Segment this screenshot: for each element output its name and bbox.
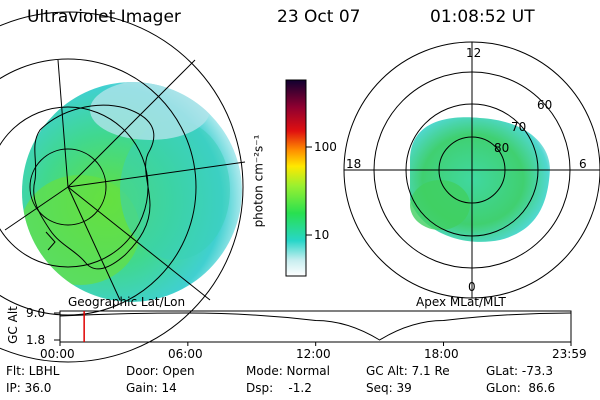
altitude-strip (54, 310, 572, 346)
right-map-caption: Apex MLat/MLT (416, 295, 506, 309)
strip-xtick-1200: 12:00 (296, 347, 331, 361)
info-door: Door: Open (126, 364, 195, 378)
colorbar (285, 79, 312, 277)
colorbar-tick-100: 100 (314, 140, 337, 154)
info-seq: Seq: 39 (366, 381, 412, 395)
date-label: 23 Oct 07 (277, 7, 361, 27)
info-gain: Gain: 14 (126, 381, 177, 395)
colorbar-tick-10: 10 (314, 228, 330, 242)
strip-xtick-2359: 23:59 (552, 347, 587, 361)
info-glon: GLon: 86.6 (486, 381, 556, 395)
magnetic-map (343, 41, 600, 299)
mlat-label-70: 70 (511, 120, 527, 134)
strip-xtick-1800: 18:00 (424, 347, 459, 361)
strip-xtick-0600: 06:00 (168, 347, 203, 361)
mlt-label-6: 6 (579, 157, 587, 171)
info-ip: IP: 36.0 (6, 381, 52, 395)
geographic-map (0, 11, 246, 363)
info-dsp: Dsp: -1.2 (246, 381, 312, 395)
mlat-label-80: 80 (494, 141, 510, 155)
strip-ytick-high: 9.0 (26, 306, 46, 320)
strip-ylabel: GC Alt (5, 306, 20, 344)
info-glat: GLat: -73.3 (486, 364, 553, 378)
info-filter: Flt: LBHL (6, 364, 60, 378)
strip-ytick-low: 1.8 (26, 333, 46, 347)
mlt-label-0: 0 (468, 280, 476, 294)
info-mode: Mode: Normal (246, 364, 330, 378)
mlat-label-60: 60 (537, 98, 553, 112)
colorbar-label: photon cm⁻²s⁻¹ (251, 134, 266, 228)
left-map-caption: Geographic Lat/Lon (68, 295, 186, 309)
altitude-series-line (59, 312, 572, 341)
time-label: 01:08:52 UT (430, 7, 535, 27)
mlt-label-18: 18 (346, 157, 362, 171)
strip-xtick-0000: 00:00 (40, 347, 75, 361)
info-gc-alt: GC Alt: 7.1 Re (366, 364, 450, 378)
mlt-label-12: 12 (466, 46, 482, 60)
